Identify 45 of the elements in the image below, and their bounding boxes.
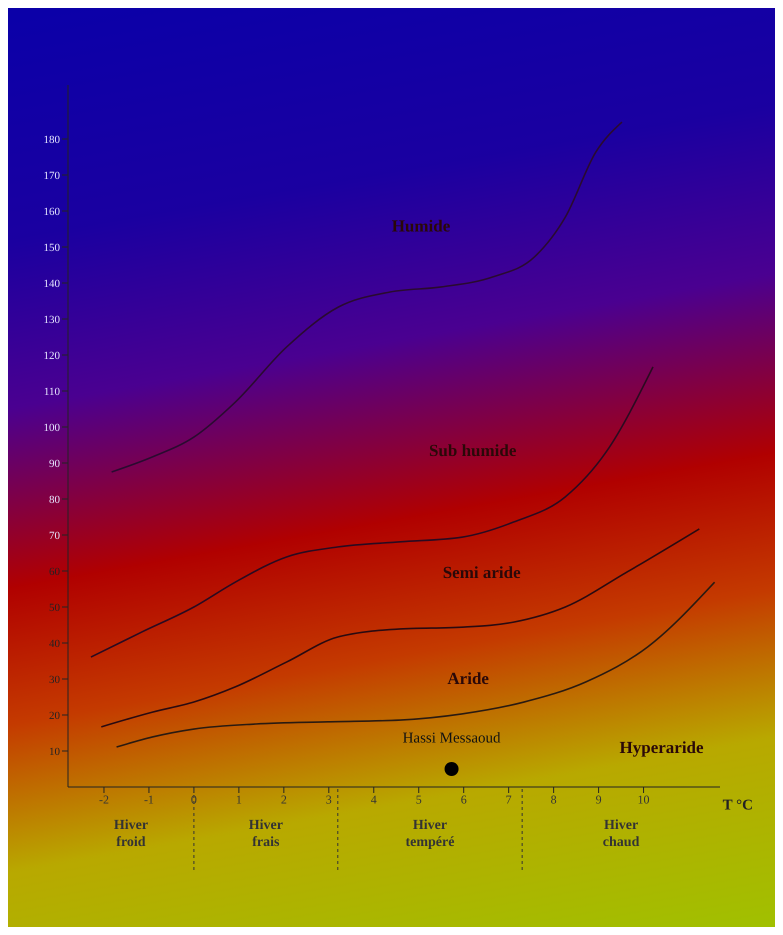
y-tick-label: 100 bbox=[44, 422, 60, 434]
series-label: Hassi Messaoud bbox=[402, 730, 502, 746]
x-tick-label: 0 bbox=[190, 792, 197, 807]
y-tick-label: 180 bbox=[44, 134, 60, 146]
y-tick-label: 30 bbox=[49, 674, 60, 686]
x-tick-label: 5 bbox=[416, 792, 422, 807]
x-tick-label: -2 bbox=[98, 792, 109, 807]
annotation: Aride bbox=[447, 668, 490, 688]
y-tick-label: 120 bbox=[44, 350, 60, 362]
text: Hiver tempéré bbox=[405, 818, 454, 850]
y-tick-label: 110 bbox=[44, 386, 60, 398]
y-tick-label: 170 bbox=[44, 170, 60, 182]
y-tick-label: 90 bbox=[49, 458, 60, 470]
annotation: Humide bbox=[392, 216, 451, 236]
y-tick-label: 50 bbox=[49, 602, 60, 614]
x-tick-label: 3 bbox=[326, 792, 332, 807]
line-series bbox=[90, 366, 654, 658]
line-series bbox=[100, 528, 700, 728]
y-tick-label: 70 bbox=[49, 530, 60, 542]
y-tick-label: 60 bbox=[49, 566, 60, 578]
y-tick-label: 150 bbox=[44, 242, 60, 254]
y-tick-label: 160 bbox=[44, 206, 60, 218]
x-tick-label: 9 bbox=[596, 792, 602, 807]
x-tick-label: 1 bbox=[236, 792, 242, 807]
text: Hiver frais bbox=[248, 818, 283, 850]
line-series bbox=[110, 121, 623, 473]
annotation: Hyperaride bbox=[620, 738, 704, 758]
x-axis-title: T °C bbox=[722, 798, 753, 814]
x-tick-label: -1 bbox=[144, 792, 154, 807]
y-tick-label: 40 bbox=[49, 638, 60, 650]
x-tick-label: 10 bbox=[638, 792, 650, 807]
x-tick-label: 2 bbox=[280, 792, 287, 807]
x-tick-label: 6 bbox=[460, 792, 467, 807]
y-tick-label: 10 bbox=[49, 746, 60, 758]
x-tick-label: 4 bbox=[370, 792, 377, 807]
x-tick-label: 8 bbox=[550, 792, 557, 807]
text: Hiver chaud bbox=[602, 818, 640, 850]
y-tick-label: 130 bbox=[44, 314, 60, 326]
y-tick-label: 20 bbox=[49, 710, 60, 722]
y-tick-label: 80 bbox=[49, 494, 60, 506]
text: Hiver froid bbox=[114, 818, 148, 850]
x-tick-label: 7 bbox=[506, 792, 512, 807]
annotation: Semi aride bbox=[442, 563, 522, 582]
annotation: Sub humide bbox=[428, 441, 517, 460]
y-tick-label: 140 bbox=[44, 278, 60, 290]
